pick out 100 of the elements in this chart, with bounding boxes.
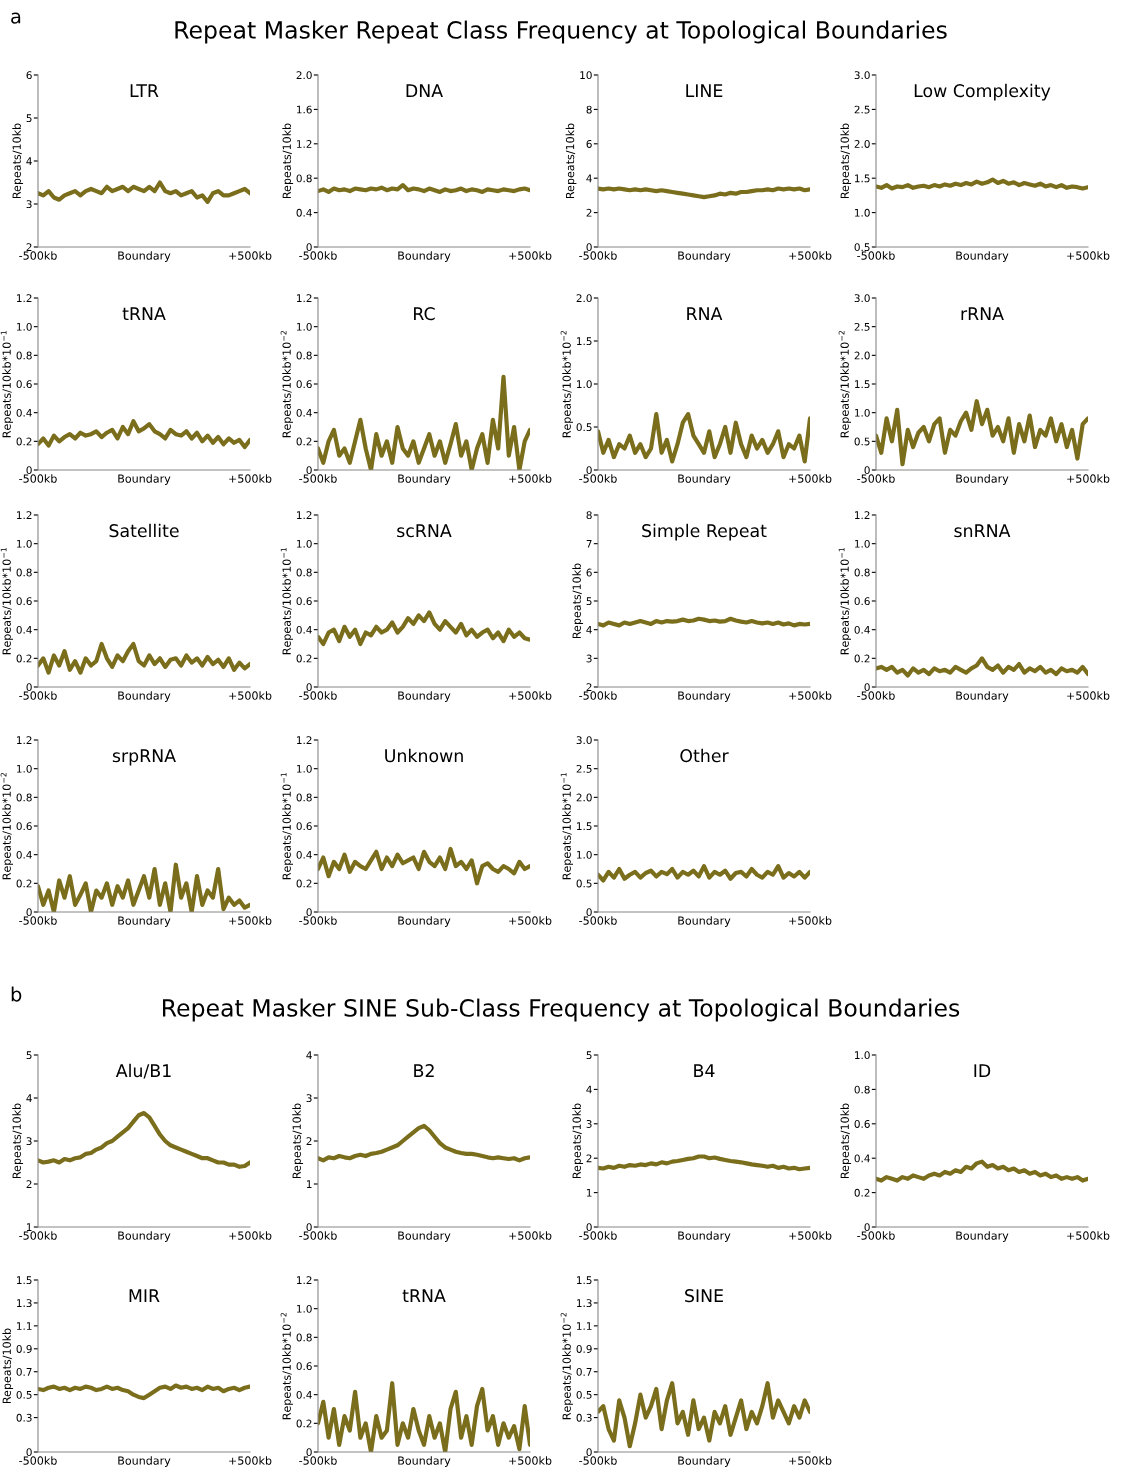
y-tick-label: 1.2 — [855, 511, 870, 519]
x-tick-label: Boundary — [118, 916, 171, 927]
y-tick-label: 1.0 — [577, 850, 592, 859]
x-tick-label: Boundary — [678, 251, 731, 262]
y-tick-label: 2 — [26, 1180, 32, 1188]
y-tick-label: 5 — [26, 114, 32, 123]
y-tick-label: 1.2 — [17, 736, 32, 744]
y-tick-label: 2.0 — [576, 294, 592, 303]
y-tick-label: 0 — [306, 1223, 312, 1232]
y-tick-label: 3 — [26, 200, 32, 209]
x-tick-label: Boundary — [398, 251, 451, 262]
chart-title: tRNA — [122, 307, 166, 320]
y-tick-label: 0.4 — [296, 625, 312, 634]
y-tick-label: 0.2 — [296, 437, 312, 446]
x-tick-label: +500kb — [229, 1231, 272, 1240]
x-tick-label: -500kb — [299, 1456, 337, 1465]
y-tick-label: 0.8 — [296, 793, 312, 802]
y-tick-label: 0.8 — [16, 568, 32, 577]
y-tick-label: 8 — [586, 105, 592, 114]
x-tick-label: +500kb — [509, 1456, 552, 1465]
y-tick-label: 1.2 — [297, 511, 312, 519]
y-tick-label: 0 — [586, 1223, 592, 1232]
line-series — [876, 399, 1088, 467]
line-series — [38, 641, 250, 675]
y-tick-label: 0 — [586, 908, 592, 917]
y-axis-title: Repeats/10kb*10$^{−1}$ — [560, 772, 573, 880]
y-tick-label: 3.0 — [576, 736, 592, 745]
chart-title: Simple Repeat — [642, 523, 767, 541]
x-tick-label: Boundary — [678, 916, 731, 927]
x-tick-label: Boundary — [118, 1456, 171, 1467]
y-tick-label: 0.2 — [854, 1188, 870, 1197]
y-tick-label: 10 — [580, 71, 592, 80]
line-series — [598, 1154, 810, 1172]
x-tick-label: Boundary — [398, 691, 451, 702]
y-tick-label: 0.5 — [576, 1390, 592, 1399]
x-tick-label: +500kb — [1067, 251, 1110, 260]
y-axis-title: Repeats/10kb*10$^{−1}$ — [0, 330, 13, 438]
x-tick-label: +500kb — [229, 1456, 272, 1465]
x-tick-label: +500kb — [509, 251, 552, 260]
y-tick-label: 2.0 — [854, 140, 870, 148]
y-tick-label: 0.4 — [854, 625, 870, 634]
y-tick-label: 1.1 — [17, 1322, 32, 1330]
y-tick-label: 0.4 — [16, 408, 32, 417]
y-axis-title: Repeats/10kb*10$^{−2}$ — [280, 330, 293, 438]
chart-title: Unknown — [385, 748, 463, 763]
line-series — [876, 656, 1088, 678]
y-tick-label: 1.2 — [297, 1276, 312, 1284]
x-tick-label: -500kb — [579, 251, 617, 260]
y-tick-label: 0 — [26, 683, 32, 692]
y-tick-label: 0.6 — [16, 822, 32, 831]
y-tick-label: 0.8 — [16, 793, 32, 802]
y-tick-label: 4 — [306, 1051, 312, 1059]
y-tick-label: 0.2 — [16, 879, 32, 888]
y-tick-label: 0 — [26, 466, 32, 475]
x-tick-label: Boundary — [118, 1231, 171, 1242]
x-tick-label: -500kb — [579, 691, 617, 700]
y-tick-label: 1.2 — [297, 736, 312, 744]
y-tick-label: 2.5 — [854, 105, 870, 114]
y-axis-title: Repeats/10kb — [12, 1103, 24, 1179]
y-tick-label: 1.5 — [17, 1276, 32, 1285]
line-series — [318, 1123, 530, 1163]
y-tick-label: 8 — [586, 511, 592, 520]
y-tick-label: 0 — [586, 466, 592, 475]
y-tick-label: 6 — [26, 71, 32, 80]
x-tick-label: Boundary — [678, 1231, 731, 1242]
x-tick-label: Boundary — [398, 1456, 451, 1467]
x-tick-label: +500kb — [509, 474, 552, 483]
y-tick-label: 0 — [26, 908, 32, 917]
x-tick-label: +500kb — [229, 916, 272, 925]
chart-title: tRNA — [402, 1289, 446, 1302]
chart-title: RC — [414, 307, 435, 321]
y-tick-label: 0.2 — [296, 879, 312, 888]
y-tick-label: 5 — [26, 1051, 32, 1060]
y-tick-label: 0 — [306, 908, 312, 917]
y-tick-label: 1.0 — [577, 380, 592, 389]
y-tick-label: 0.5 — [576, 423, 592, 432]
y-tick-label: 0.4 — [16, 850, 32, 859]
y-tick-label: 0 — [864, 466, 870, 475]
y-tick-label: 0.8 — [16, 351, 32, 360]
y-tick-label: 6 — [586, 568, 592, 577]
y-axis-title: Repeats/10kb*10$^{−1}$ — [280, 547, 293, 655]
y-tick-label: 1 — [26, 1223, 32, 1231]
y-axis-title: Repeats/10kb — [12, 123, 24, 199]
x-tick-label: +500kb — [789, 474, 832, 483]
y-tick-label: 0.6 — [296, 380, 312, 389]
chart-title: snRNA — [954, 524, 1011, 538]
y-tick-label: 1.0 — [297, 322, 312, 331]
line-series — [876, 1159, 1088, 1183]
x-tick-label: Boundary — [956, 691, 1009, 702]
y-axis-title: Repeats/10kb*10$^{−2}$ — [560, 330, 573, 438]
line-series — [38, 419, 250, 450]
x-tick-label: +500kb — [229, 474, 272, 483]
x-tick-label: Boundary — [678, 691, 731, 702]
y-tick-label: 2.0 — [576, 793, 592, 802]
chart-title: Other — [680, 748, 729, 763]
y-tick-label: 6 — [586, 140, 592, 148]
y-tick-label: 0.8 — [854, 1085, 870, 1094]
x-tick-label: -500kb — [299, 691, 337, 700]
y-tick-label: 0.8 — [854, 568, 870, 577]
y-tick-label: 7 — [586, 540, 592, 548]
